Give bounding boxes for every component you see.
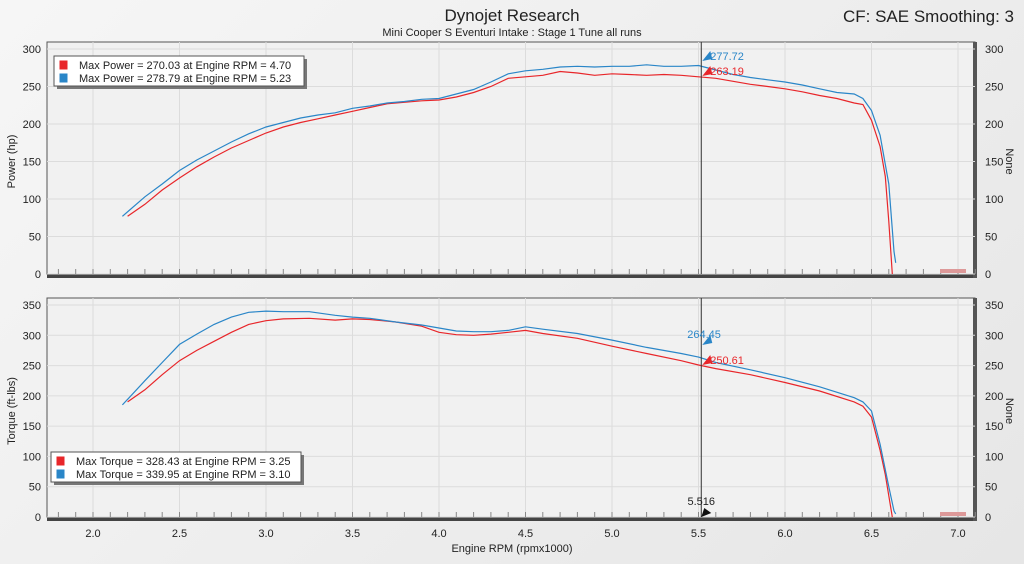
right-axis-bar [973, 42, 977, 278]
legend-entry: Max Power = 278.79 at Engine RPM = 5.23 [79, 73, 291, 85]
y-tick-label: 250 [23, 361, 41, 373]
y-tick-label: 300 [23, 330, 41, 342]
x-tick-label: 6.5 [864, 528, 879, 540]
legend-swatch-run-2 [58, 72, 69, 84]
cursor-value-run-2: 277.72 [710, 51, 744, 63]
y-axis-label: Power (hp) [6, 135, 18, 189]
x-tick-label: 4.5 [518, 528, 533, 540]
legend-box [53, 55, 305, 87]
chart-subtitle: Mini Cooper S Eventuri Intake : Stage 1 … [382, 27, 642, 39]
legend-swatch-run-2 [55, 468, 66, 480]
y-tick-label: 50 [29, 482, 41, 494]
brand-mark [940, 512, 966, 516]
y-tick-label: 200 [23, 391, 41, 403]
x-tick-label: 3.5 [345, 528, 360, 540]
legend-box [50, 451, 302, 483]
y-axis-label: Torque (ft-lbs) [6, 377, 18, 445]
x-tick-label: 2.5 [172, 528, 187, 540]
y-tick-label-right: 200 [985, 391, 1003, 403]
y-tick-label-right: 250 [985, 82, 1003, 94]
y-tick-label-right: 50 [985, 232, 997, 244]
x-axis-bar [47, 274, 977, 278]
x-tick-label: 5.0 [604, 528, 619, 540]
y-tick-label: 150 [23, 157, 41, 169]
y-tick-label-right: 250 [985, 361, 1003, 373]
y-tick-label-right: 0 [985, 269, 991, 281]
legend-entry: Max Torque = 339.95 at Engine RPM = 3.10 [76, 469, 290, 481]
x-tick-label: 2.0 [85, 528, 100, 540]
y-tick-label-right: 50 [985, 482, 997, 494]
cursor-value-run-2: 264.45 [687, 329, 721, 341]
series-line-run-1 [127, 317, 893, 518]
cursor-marker-run-1 [702, 66, 713, 76]
y-axis-label-right: None [1003, 398, 1015, 424]
series-line-run-2 [121, 310, 897, 515]
correction-factor-label: CF: SAE Smoothing: 3 [842, 7, 1014, 26]
chart-title: Dynojet Research [444, 6, 580, 25]
cursor-marker-run-2 [702, 51, 713, 61]
x-tick-label: 3.0 [258, 528, 273, 540]
x-axis-bar [47, 517, 977, 521]
cursor-value-run-1: 263.19 [710, 66, 744, 78]
y-tick-label-right: 150 [985, 421, 1003, 433]
legend-entry: Max Power = 270.03 at Engine RPM = 4.70 [79, 60, 291, 72]
y-tick-label: 0 [35, 512, 41, 524]
brand-mark [940, 269, 966, 273]
series-line-run-1 [127, 70, 893, 275]
y-tick-label: 0 [35, 269, 41, 281]
legend-swatch-run-1 [58, 59, 69, 71]
y-tick-label: 100 [23, 451, 41, 463]
x-tick-label: 7.0 [950, 528, 965, 540]
y-tick-label-right: 200 [985, 119, 1003, 131]
x-axis-label: Engine RPM (rpmx1000) [451, 543, 572, 555]
y-tick-label: 150 [23, 421, 41, 433]
cursor-x-value: 5.516 [688, 496, 716, 508]
y-tick-label: 100 [23, 194, 41, 206]
legend-swatch-run-1 [55, 455, 66, 467]
cursor-x-marker [701, 508, 712, 517]
y-tick-label-right: 300 [985, 330, 1003, 342]
y-axis-label-right: None [1003, 148, 1015, 174]
x-tick-label: 4.0 [431, 528, 446, 540]
y-tick-label-right: 100 [985, 194, 1003, 206]
y-tick-label-right: 100 [985, 451, 1003, 463]
y-tick-label: 350 [23, 300, 41, 312]
cursor-value-run-1: 250.61 [710, 355, 744, 367]
x-tick-label: 6.0 [777, 528, 792, 540]
series-line-run-2 [122, 64, 897, 263]
y-tick-label: 300 [23, 44, 41, 56]
cursor-marker-run-2 [702, 335, 713, 345]
right-axis-bar [973, 298, 977, 521]
y-tick-label-right: 0 [985, 512, 991, 524]
y-tick-label: 250 [23, 82, 41, 94]
legend-entry: Max Torque = 328.43 at Engine RPM = 3.25 [76, 456, 290, 468]
x-tick-label: 5.5 [691, 528, 706, 540]
cursor-marker-run-1 [702, 355, 713, 365]
y-tick-label: 200 [23, 119, 41, 131]
y-tick-label-right: 350 [985, 300, 1003, 312]
y-tick-label: 50 [29, 232, 41, 244]
y-tick-label-right: 150 [985, 157, 1003, 169]
y-tick-label-right: 300 [985, 44, 1003, 56]
